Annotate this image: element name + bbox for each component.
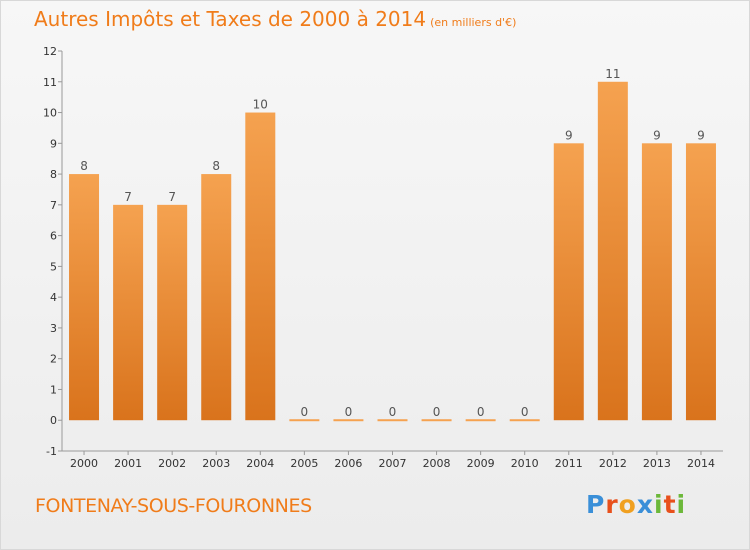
bar[interactable] [641,143,672,421]
y-tick-label: -1 [46,445,57,458]
bar-value-label: 9 [653,128,661,142]
bar[interactable] [685,143,716,421]
bar-value-label: 0 [345,405,353,419]
y-tick-label: 8 [50,168,57,181]
y-tick-label: 4 [50,291,57,304]
x-tick-label: 2011 [555,457,583,470]
bar[interactable] [465,419,496,422]
chart-title: Autres Impôts et Taxes de 2000 à 2014 (en… [34,7,516,31]
logo-letter: i [654,490,664,519]
x-tick-label: 2009 [467,457,495,470]
x-tick-label: 2002 [158,457,186,470]
bar[interactable] [201,174,232,421]
bar[interactable] [553,143,584,421]
logo-letter: P [586,490,606,519]
x-tick-label: 2013 [643,457,671,470]
bar[interactable] [157,204,188,421]
x-tick-label: 2010 [511,457,539,470]
bar[interactable] [245,112,276,421]
bar[interactable] [69,174,100,421]
y-tick-label: 10 [43,107,57,120]
x-tick-label: 2007 [379,457,407,470]
bar-value-label: 11 [605,67,620,81]
bar[interactable] [597,81,628,421]
bar-value-label: 9 [697,128,705,142]
bar-value-label: 8 [212,159,220,173]
bar[interactable] [509,419,540,422]
bar-value-label: 0 [301,405,309,419]
y-tick-label: 1 [50,383,57,396]
x-tick-label: 2001 [114,457,142,470]
bar[interactable] [289,419,320,422]
y-tick-label: 6 [50,230,57,243]
logo-letter: i [676,490,687,519]
bar-value-label: 9 [565,128,573,142]
x-tick-label: 2003 [202,457,230,470]
y-tick-label: 0 [50,414,57,427]
y-tick-label: 7 [50,199,57,212]
proxiti-logo[interactable]: Proxiti [586,490,686,519]
bar-value-label: 7 [168,190,176,204]
chart-unit: (en milliers d'€) [430,16,517,29]
y-tick-label: 3 [50,322,57,335]
chart-title-text: Autres Impôts et Taxes de 2000 à 2014 [34,7,427,31]
x-tick-label: 2006 [334,457,362,470]
bar[interactable] [113,204,144,421]
x-tick-label: 2000 [70,457,98,470]
y-tick-label: 9 [50,137,57,150]
x-tick-label: 2014 [687,457,715,470]
bar-value-label: 0 [477,405,485,419]
bar-value-label: 0 [389,405,397,419]
bar-value-label: 0 [433,405,441,419]
y-tick-label: 11 [43,76,57,89]
y-tick-label: 2 [50,353,57,366]
logo-letter: x [636,490,654,519]
logo-letter: r [605,490,619,519]
y-tick-label: 12 [43,45,57,58]
x-tick-label: 2005 [290,457,318,470]
logo-letter: o [618,490,637,519]
y-tick-label: 5 [50,260,57,273]
bar[interactable] [333,419,364,422]
bar-value-label: 10 [253,98,268,112]
logo-letter: t [663,490,677,519]
bar[interactable] [421,419,452,422]
bar-value-label: 7 [124,190,132,204]
bar-value-label: 0 [521,405,529,419]
x-tick-label: 2008 [423,457,451,470]
x-tick-label: 2004 [246,457,274,470]
bar[interactable] [377,419,408,422]
bar-value-label: 8 [80,159,88,173]
commune-name: FONTENAY-SOUS-FOURONNES [35,495,312,517]
x-tick-label: 2012 [599,457,627,470]
